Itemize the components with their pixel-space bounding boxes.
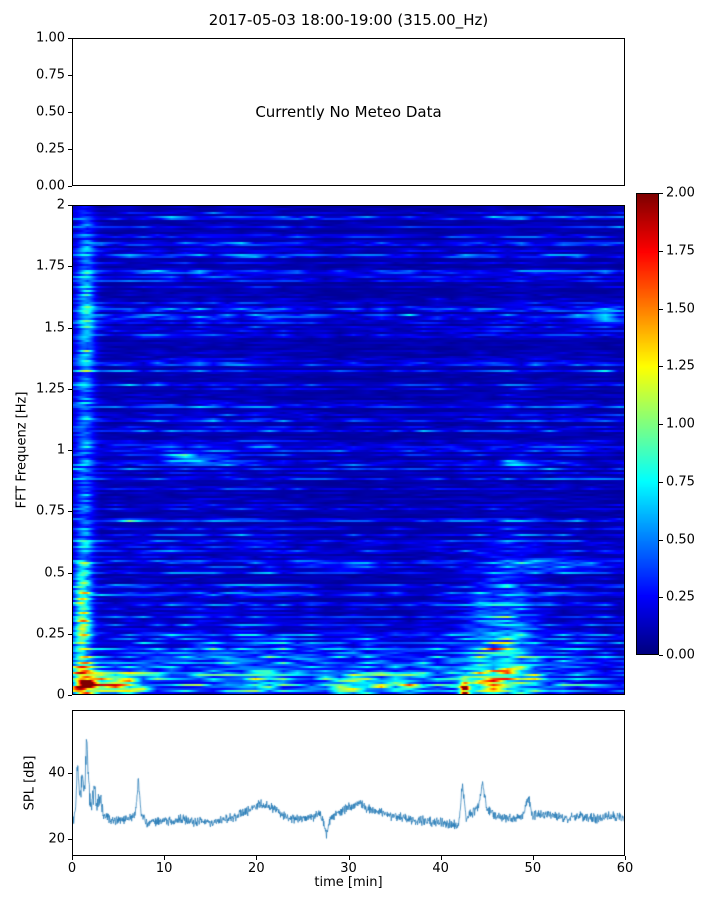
y-tick-label: 0 (56, 687, 65, 703)
colorbar-tick-label: 0.50 (666, 532, 695, 547)
y-tick-label: 20 (48, 831, 65, 847)
y-tick-mark (68, 572, 72, 574)
y-tick-label: 1.5 (44, 320, 65, 335)
x-tick-label: 30 (340, 861, 357, 876)
x-tick-mark (532, 856, 534, 860)
spl-ylabel: SPL [dB] (22, 755, 38, 811)
colorbar-tick-label: 0.00 (666, 647, 695, 663)
x-tick-mark (625, 856, 626, 860)
y-tick-mark (68, 633, 72, 635)
colorbar-tick-label: 0.25 (666, 589, 695, 605)
y-tick-label: 0.25 (36, 626, 65, 642)
colorbar-tick-label: 1.50 (666, 301, 695, 316)
x-tick-label: 20 (248, 861, 265, 876)
x-tick-label: 50 (524, 861, 542, 876)
x-tick-label: 40 (432, 861, 449, 876)
y-tick-mark (68, 511, 72, 513)
colorbar-tick-label: 1.25 (666, 358, 695, 374)
y-tick-mark (68, 327, 72, 329)
y-tick-mark (68, 75, 72, 76)
time-xlabel: time [min] (314, 875, 383, 890)
y-tick-mark (68, 38, 72, 39)
y-tick-mark (68, 112, 72, 113)
y-tick-mark (68, 772, 72, 774)
y-tick-label: 1.00 (36, 30, 65, 46)
colorbar-tick-mark (659, 424, 663, 425)
colorbar-tick-label: 1.75 (666, 243, 695, 259)
colorbar-tick-mark (659, 597, 663, 599)
y-tick-label: 0.00 (36, 178, 65, 194)
meteo-panel: Currently No Meteo Data (72, 38, 625, 186)
spectrogram-ylabel: FFT Frequenz [Hz] (14, 391, 30, 509)
y-tick-label: 0.5 (44, 565, 65, 580)
y-tick-mark (68, 695, 72, 696)
y-tick-mark (68, 149, 72, 150)
colorbar-tick-mark (659, 193, 663, 194)
x-tick-mark (440, 856, 442, 860)
colorbar-tick-mark (659, 308, 663, 310)
y-tick-label: 2 (56, 197, 65, 213)
y-tick-mark (68, 266, 72, 268)
colorbar (636, 193, 659, 655)
x-tick-mark (164, 856, 166, 860)
colorbar-tick-mark (659, 655, 663, 656)
spectrogram-panel (72, 205, 625, 695)
y-tick-mark (68, 450, 72, 451)
y-tick-mark (68, 839, 72, 841)
figure-title: 2017-05-03 18:00-19:00 (315.00_Hz) (208, 11, 489, 29)
colorbar-tick-mark (659, 366, 663, 368)
spl-panel (72, 710, 625, 856)
x-tick-mark (348, 856, 350, 860)
y-tick-label: 1.75 (36, 258, 65, 274)
colorbar-tick-mark (659, 250, 663, 252)
spl-line-chart (73, 711, 624, 855)
y-tick-label: 0.75 (36, 503, 65, 519)
y-tick-label: 0.75 (36, 67, 65, 83)
colorbar-tick-label: 1.00 (666, 416, 695, 432)
y-tick-mark (68, 186, 72, 187)
y-tick-label: 1 (56, 442, 65, 458)
x-tick-label: 0 (67, 861, 77, 876)
y-tick-label: 40 (48, 765, 65, 781)
spectrogram-image (73, 206, 624, 694)
y-tick-label: 0.25 (36, 141, 65, 157)
x-tick-label: 10 (155, 861, 173, 876)
x-tick-mark (256, 856, 258, 860)
x-tick-label: 60 (616, 861, 634, 876)
colorbar-tick-label: 2.00 (666, 185, 695, 201)
colorbar-tick-mark (659, 539, 663, 541)
y-tick-mark (68, 205, 72, 206)
y-tick-label: 0.50 (36, 104, 65, 120)
y-tick-label: 1.25 (36, 381, 65, 397)
colorbar-tick-label: 0.75 (666, 474, 695, 490)
colorbar-tick-mark (659, 481, 663, 483)
x-tick-mark (72, 856, 73, 860)
colorbar-gradient (637, 194, 658, 654)
y-tick-mark (68, 388, 72, 390)
no-meteo-annotation: Currently No Meteo Data (255, 103, 442, 121)
